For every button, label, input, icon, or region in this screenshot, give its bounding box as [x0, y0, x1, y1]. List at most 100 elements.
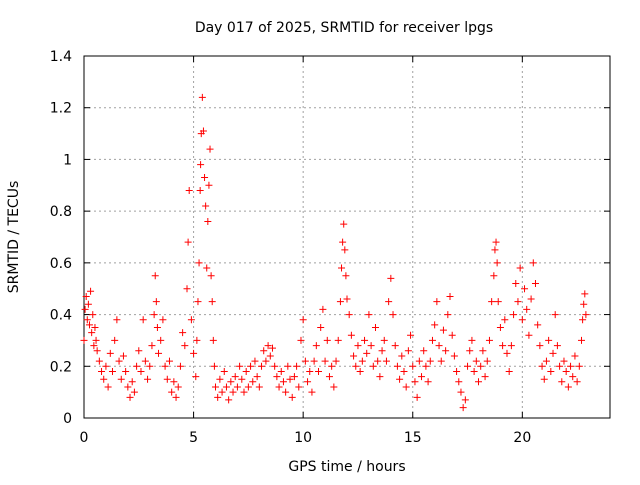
data-point	[155, 349, 163, 357]
data-point	[229, 388, 237, 396]
data-point	[433, 298, 441, 306]
data-point	[400, 367, 408, 375]
data-point	[431, 321, 439, 329]
data-point	[209, 336, 217, 344]
data-point	[92, 336, 100, 344]
data-point	[569, 373, 577, 381]
data-point	[579, 316, 587, 324]
data-point	[494, 298, 502, 306]
data-point	[468, 336, 476, 344]
data-point	[137, 367, 145, 375]
data-point	[195, 259, 203, 267]
data-point	[393, 362, 401, 370]
data-point	[560, 357, 568, 365]
data-point	[218, 388, 226, 396]
data-point	[439, 326, 447, 334]
data-point	[479, 347, 487, 355]
axis-ticks: 0 0.2 0.4 0.6 0.8 1 1.2 1.4 0 5 10 15 20	[50, 49, 610, 446]
y-tick-label: 0.2	[50, 359, 72, 375]
data-point	[578, 336, 586, 344]
data-point	[545, 336, 553, 344]
data-point	[119, 352, 127, 360]
x-tick-label: 10	[294, 430, 312, 446]
data-point	[308, 388, 316, 396]
data-point	[222, 383, 230, 391]
data-point	[422, 362, 430, 370]
x-tick-label: 20	[513, 430, 531, 446]
data-point	[205, 181, 213, 189]
data-point	[352, 362, 360, 370]
data-point	[376, 373, 384, 381]
data-point	[199, 127, 207, 135]
data-point	[556, 362, 564, 370]
data-point	[356, 367, 364, 375]
y-tick-label: 1	[63, 152, 72, 168]
data-point	[343, 295, 351, 303]
data-point	[505, 367, 513, 375]
data-point	[435, 342, 443, 350]
y-axis-title: SRMTID / TECUs	[6, 181, 22, 294]
data-point	[328, 362, 336, 370]
data-point	[148, 342, 156, 350]
data-point	[225, 396, 233, 404]
data-point	[104, 383, 112, 391]
data-point	[564, 383, 572, 391]
data-point	[299, 316, 307, 324]
data-point	[202, 202, 210, 210]
data-point	[378, 347, 386, 355]
data-point	[264, 342, 272, 350]
data-point	[83, 316, 91, 324]
data-point	[196, 186, 204, 194]
data-point	[553, 342, 561, 350]
data-point	[396, 375, 404, 383]
data-point	[268, 344, 276, 352]
data-point	[284, 362, 292, 370]
data-point	[389, 311, 397, 319]
data-point	[551, 311, 559, 319]
data-point	[128, 378, 136, 386]
data-point	[255, 383, 263, 391]
data-point	[580, 300, 588, 308]
y-tick-label: 0	[63, 411, 72, 427]
data-point	[102, 362, 110, 370]
data-points	[80, 93, 590, 412]
data-point	[428, 336, 436, 344]
data-point	[567, 362, 575, 370]
data-point	[450, 352, 458, 360]
data-point	[115, 357, 123, 365]
data-point	[521, 285, 529, 293]
data-point	[310, 357, 318, 365]
data-point	[233, 383, 241, 391]
data-point	[518, 316, 526, 324]
data-point	[198, 93, 206, 101]
data-point	[514, 298, 522, 306]
data-point	[139, 316, 147, 324]
data-point	[220, 367, 228, 375]
y-tick-label: 0.8	[50, 204, 72, 220]
data-point	[367, 342, 375, 350]
data-point	[249, 378, 257, 386]
data-point	[122, 367, 130, 375]
data-point	[354, 342, 362, 350]
data-point	[236, 362, 244, 370]
data-point	[407, 331, 415, 339]
data-point	[275, 383, 283, 391]
data-point	[540, 375, 548, 383]
data-point	[490, 272, 498, 280]
data-point	[185, 186, 193, 194]
data-point	[301, 357, 309, 365]
data-point	[286, 375, 294, 383]
data-point	[424, 378, 432, 386]
data-point	[207, 272, 215, 280]
data-point	[126, 393, 134, 401]
data-point	[117, 375, 125, 383]
data-point	[271, 362, 279, 370]
data-point	[141, 357, 149, 365]
data-point	[371, 324, 379, 331]
data-point	[442, 347, 450, 355]
data-point	[315, 367, 323, 375]
data-point	[206, 145, 214, 153]
data-point	[85, 321, 93, 329]
data-point	[411, 378, 419, 386]
data-point	[527, 295, 535, 303]
